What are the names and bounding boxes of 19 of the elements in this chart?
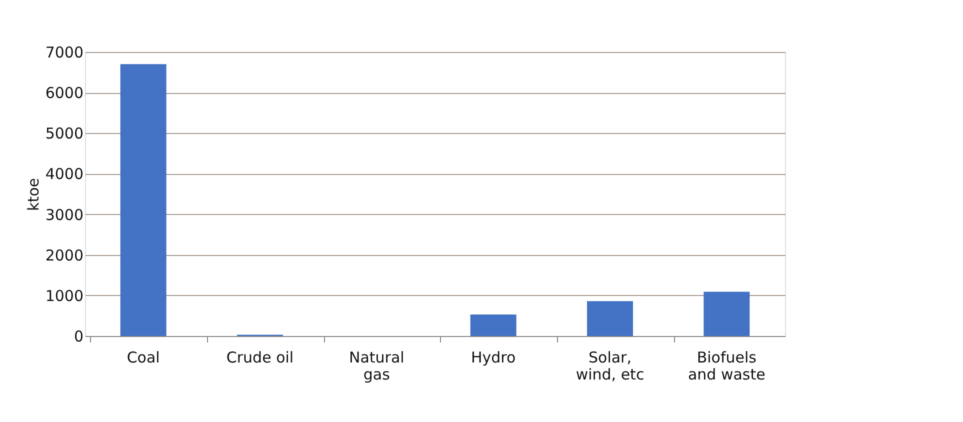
y-tick-label: 2000: [45, 246, 84, 264]
bar: [704, 292, 750, 336]
x-tick-label: Solar, wind, etc: [576, 348, 644, 384]
y-tick-label: 7000: [45, 44, 84, 62]
x-tick-label: Biofuels and waste: [688, 348, 766, 384]
y-tick-label: 1000: [45, 286, 84, 305]
bar: [470, 314, 516, 336]
x-tick-label: Crude oil: [226, 348, 294, 366]
x-tick-label: Coal: [126, 348, 160, 366]
y-tick-label: 4000: [45, 165, 84, 184]
y-axis-title: ktoe: [24, 178, 42, 211]
x-tick-label: Hydro: [470, 348, 516, 366]
bar: [120, 64, 166, 336]
y-tick-label: 0: [74, 328, 84, 346]
x-tick-label: Natural gas: [349, 348, 404, 384]
y-tick-label: 6000: [45, 84, 84, 102]
y-tick-label: 3000: [45, 206, 84, 224]
y-tick-label: 5000: [45, 124, 84, 143]
bar: [587, 301, 633, 336]
